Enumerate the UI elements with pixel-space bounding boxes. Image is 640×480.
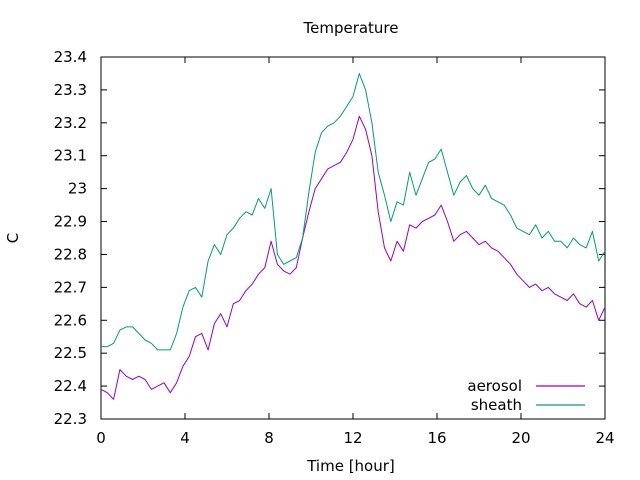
legend-label-sheath: sheath [471,396,522,414]
x-tick-label: 16 [427,429,446,447]
y-tick-label: 23.3 [54,81,87,99]
y-tick-label: 23.1 [54,147,87,165]
x-tick-label: 20 [511,429,530,447]
y-tick-label: 22.3 [54,410,87,428]
legend: aerosol sheath [467,377,585,414]
x-tick-label: 0 [96,429,106,447]
y-tick-label: 22.6 [54,311,87,329]
x-axis-label: Time [hour] [306,457,395,475]
x-axis-ticks: 0 4 8 12 16 20 24 [96,57,615,447]
y-tick-label: 22.8 [54,245,87,263]
y-tick-label: 23.4 [54,48,87,66]
x-tick-label: 4 [180,429,190,447]
series-layer [100,73,606,400]
y-tick-label: 23.2 [54,114,87,132]
y-tick-label: 22.5 [54,344,87,362]
x-tick-label: 12 [343,429,362,447]
y-axis-ticks: 22.3 22.4 22.5 22.6 22.7 22.8 22.9 23 23.1 23.2 23… [54,48,605,428]
y-tick-label: 22.4 [54,377,87,395]
series-line-aerosol [100,115,606,400]
y-tick-label: 23 [68,180,87,198]
y-tick-label: 22.7 [54,278,87,296]
y-tick-label: 22.9 [54,213,87,231]
x-tick-label: 24 [595,429,614,447]
chart-title: Temperature [302,19,398,37]
x-tick-label: 8 [264,429,274,447]
legend-label-aerosol: aerosol [467,377,522,395]
series-line-sheath [101,73,606,351]
y-axis-label: C [4,233,22,243]
